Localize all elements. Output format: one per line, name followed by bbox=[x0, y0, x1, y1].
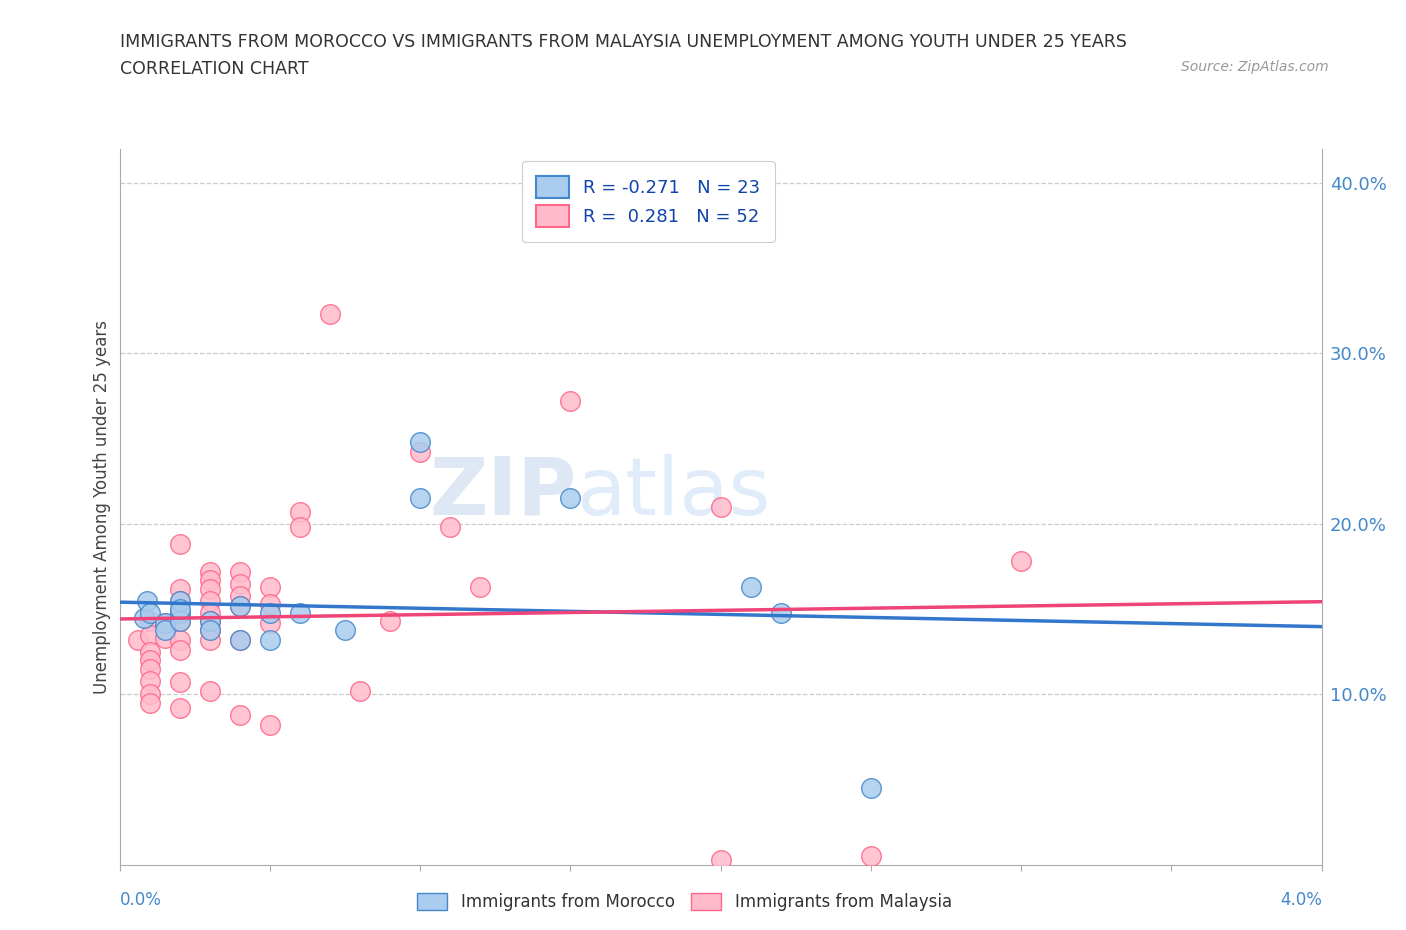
Point bbox=[153, 631, 176, 645]
Point bbox=[138, 673, 160, 688]
Text: CORRELATION CHART: CORRELATION CHART bbox=[120, 60, 308, 78]
Text: ZIP: ZIP bbox=[429, 454, 576, 532]
Point bbox=[169, 593, 191, 608]
Point bbox=[228, 632, 252, 647]
Point bbox=[198, 684, 221, 698]
Point bbox=[169, 632, 191, 647]
Point bbox=[228, 598, 252, 613]
Point bbox=[259, 718, 281, 733]
Text: 4.0%: 4.0% bbox=[1279, 891, 1322, 910]
Text: Source: ZipAtlas.com: Source: ZipAtlas.com bbox=[1181, 60, 1329, 74]
Point bbox=[409, 491, 432, 506]
Point bbox=[169, 581, 191, 596]
Point bbox=[740, 579, 762, 594]
Point bbox=[169, 614, 191, 629]
Point bbox=[709, 499, 731, 514]
Point bbox=[169, 605, 191, 620]
Point bbox=[228, 588, 252, 603]
Point bbox=[198, 565, 221, 579]
Point bbox=[288, 520, 311, 535]
Y-axis label: Unemployment Among Youth under 25 years: Unemployment Among Youth under 25 years bbox=[93, 320, 111, 694]
Point bbox=[198, 605, 221, 620]
Point bbox=[288, 605, 311, 620]
Text: atlas: atlas bbox=[576, 454, 770, 532]
Point bbox=[198, 622, 221, 637]
Point bbox=[138, 614, 160, 629]
Point bbox=[169, 605, 191, 620]
Point bbox=[169, 614, 191, 629]
Point bbox=[228, 632, 252, 647]
Point bbox=[198, 632, 221, 647]
Point bbox=[138, 628, 160, 643]
Point bbox=[560, 393, 582, 408]
Point bbox=[198, 622, 221, 637]
Point bbox=[560, 491, 582, 506]
Point bbox=[259, 579, 281, 594]
Point bbox=[378, 614, 401, 629]
Point bbox=[169, 643, 191, 658]
Point bbox=[169, 675, 191, 690]
Point bbox=[138, 696, 160, 711]
Text: IMMIGRANTS FROM MOROCCO VS IMMIGRANTS FROM MALAYSIA UNEMPLOYMENT AMONG YOUTH UND: IMMIGRANTS FROM MOROCCO VS IMMIGRANTS FR… bbox=[120, 33, 1126, 50]
Legend: Immigrants from Morocco, Immigrants from Malaysia: Immigrants from Morocco, Immigrants from… bbox=[411, 886, 959, 917]
Point bbox=[198, 593, 221, 608]
Point bbox=[198, 614, 221, 629]
Point bbox=[259, 616, 281, 631]
Point bbox=[259, 597, 281, 612]
Point bbox=[349, 684, 371, 698]
Point bbox=[439, 520, 461, 535]
Point bbox=[468, 579, 492, 594]
Point bbox=[153, 622, 176, 637]
Point bbox=[228, 577, 252, 591]
Point bbox=[859, 849, 882, 864]
Point bbox=[138, 644, 160, 659]
Point bbox=[153, 616, 176, 631]
Point bbox=[138, 661, 160, 676]
Point bbox=[288, 505, 311, 520]
Point bbox=[169, 602, 191, 617]
Point bbox=[198, 581, 221, 596]
Point bbox=[169, 537, 191, 551]
Point bbox=[169, 593, 191, 608]
Point bbox=[228, 708, 252, 723]
Point bbox=[319, 307, 342, 322]
Point bbox=[132, 610, 155, 625]
Point bbox=[138, 687, 160, 702]
Point bbox=[228, 565, 252, 579]
Point bbox=[333, 622, 356, 637]
Point bbox=[198, 573, 221, 588]
Point bbox=[135, 593, 157, 608]
Text: 0.0%: 0.0% bbox=[120, 891, 162, 910]
Point bbox=[169, 700, 191, 715]
Point bbox=[138, 605, 160, 620]
Point bbox=[409, 434, 432, 449]
Point bbox=[198, 614, 221, 629]
Point bbox=[409, 445, 432, 459]
Point bbox=[153, 616, 176, 631]
Point bbox=[1010, 554, 1032, 569]
Point bbox=[127, 632, 149, 647]
Point bbox=[769, 605, 792, 620]
Point bbox=[859, 781, 882, 796]
Point bbox=[138, 653, 160, 668]
Point bbox=[259, 605, 281, 620]
Point bbox=[709, 853, 731, 867]
Point bbox=[228, 598, 252, 613]
Point bbox=[259, 632, 281, 647]
